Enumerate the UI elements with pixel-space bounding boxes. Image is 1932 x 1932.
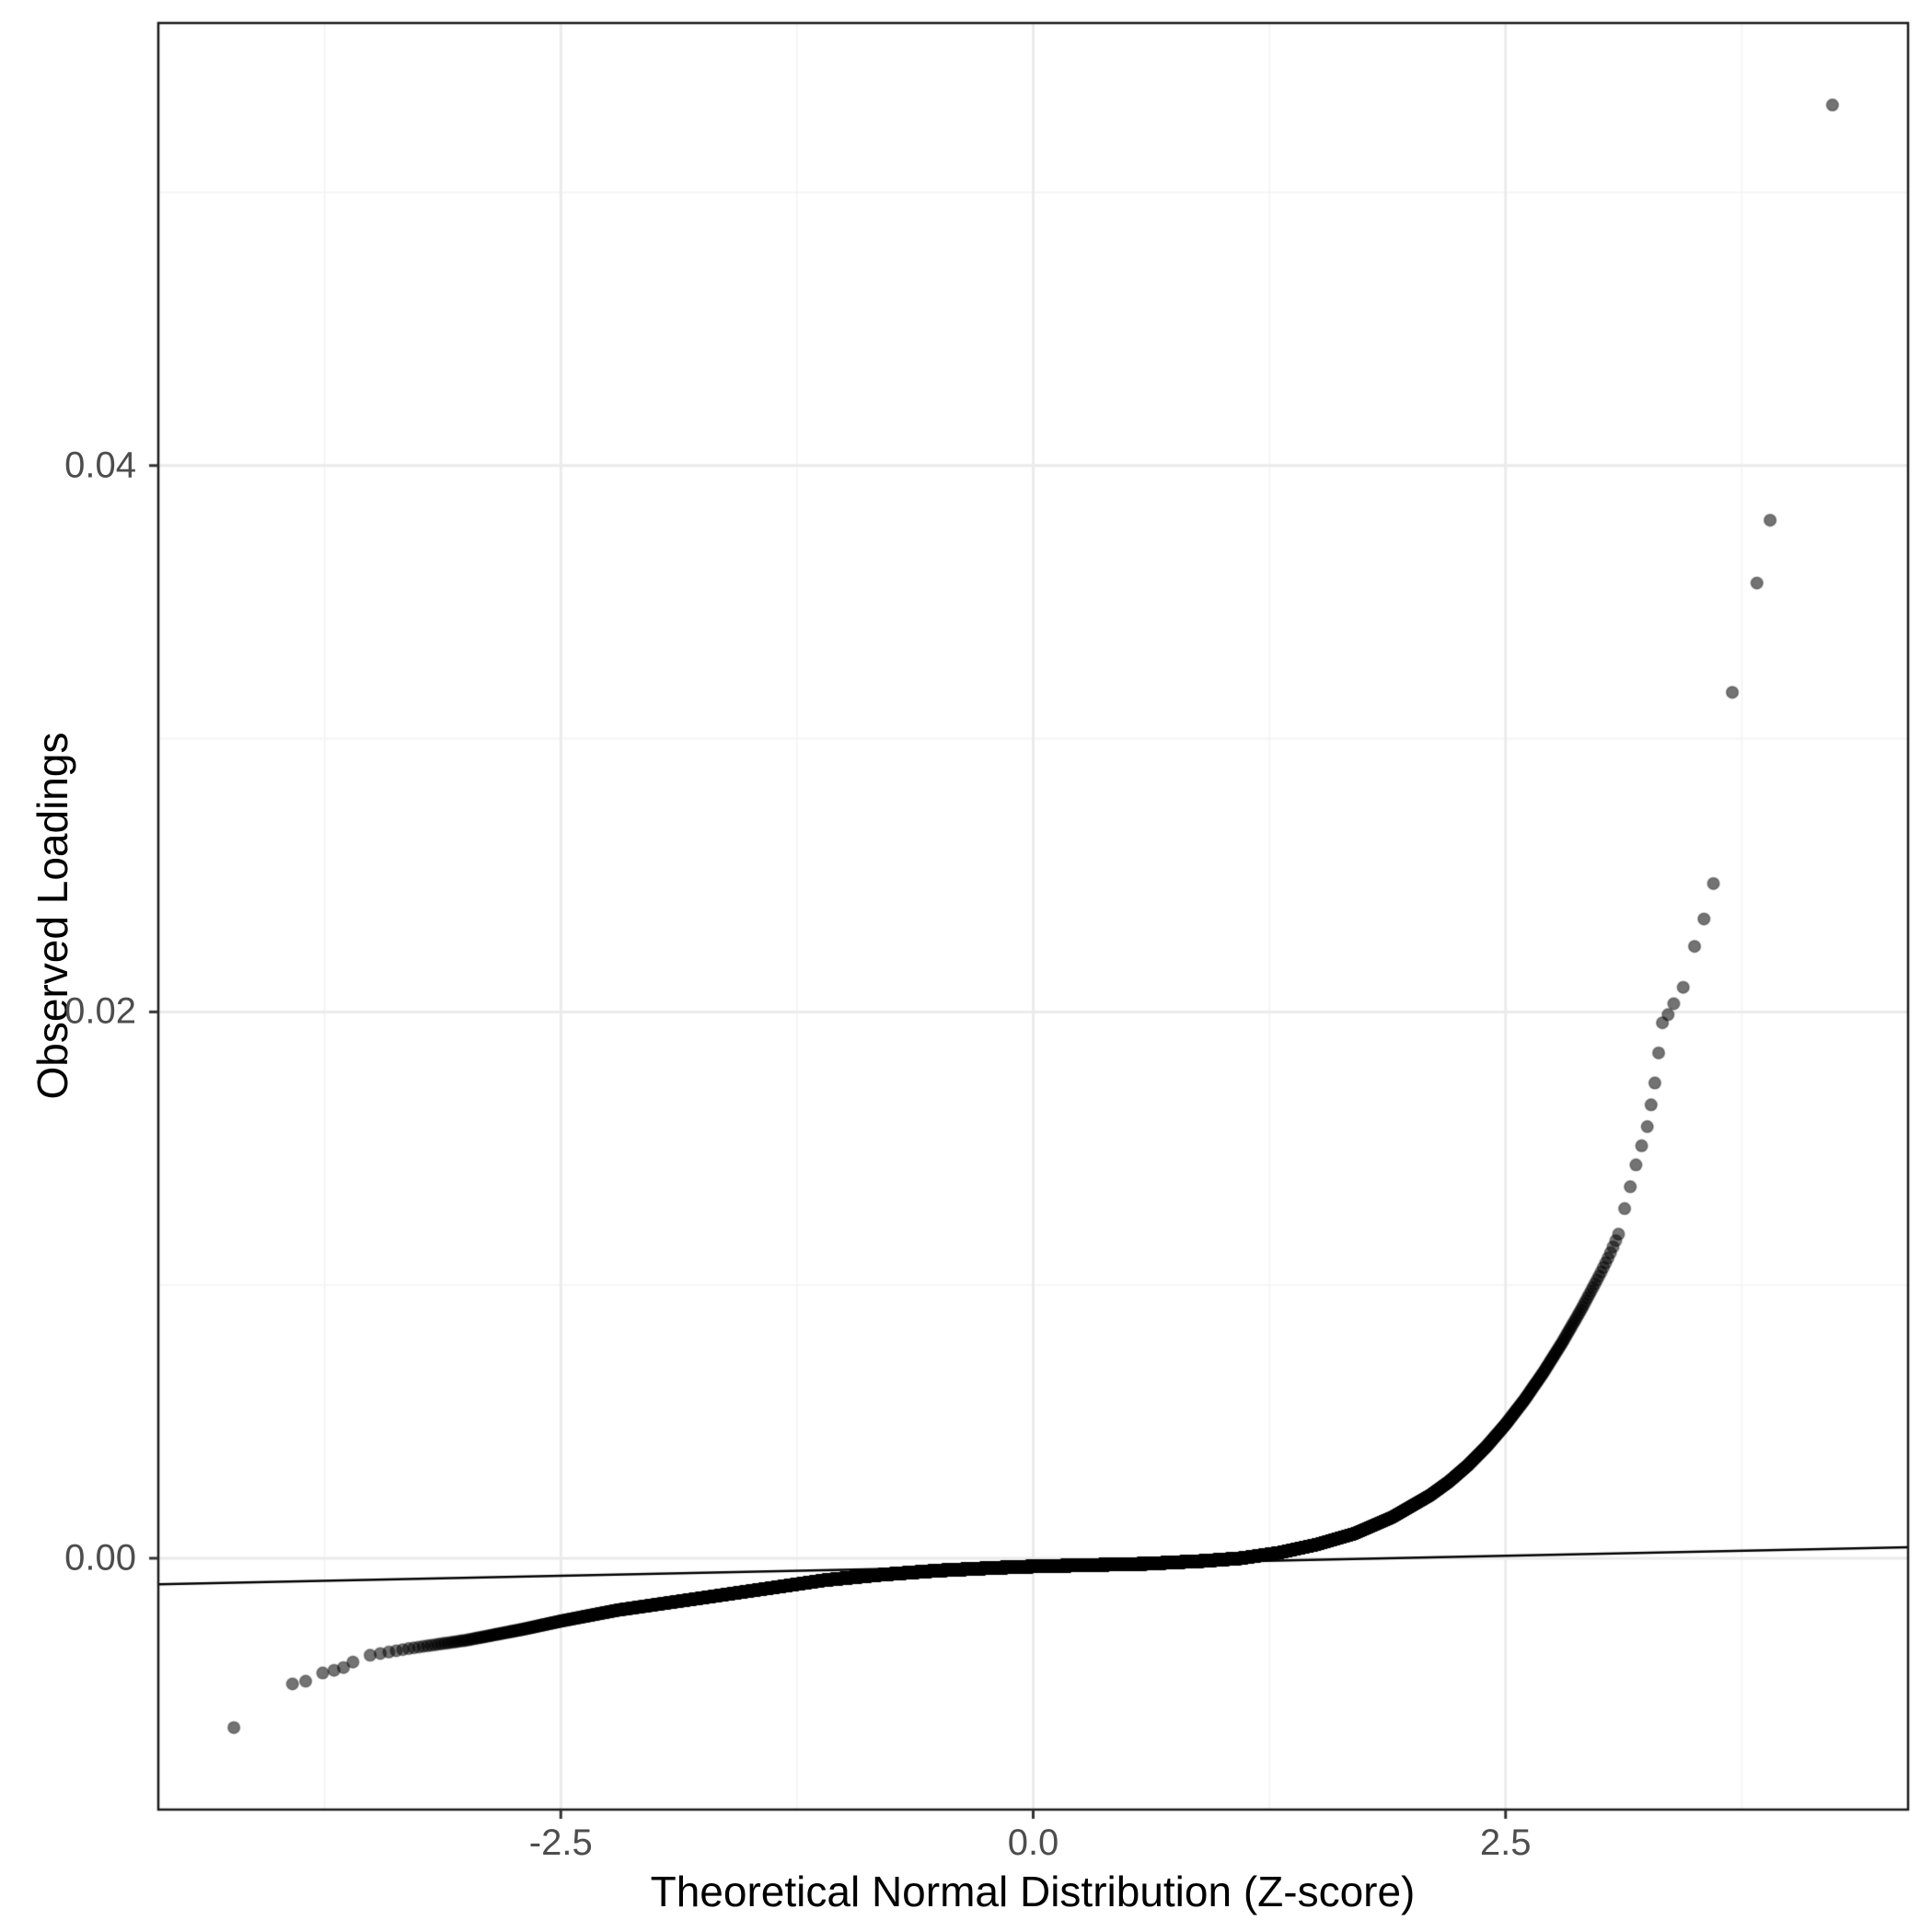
y-axis-title: Observed Loadings xyxy=(29,732,76,1100)
x-tick-label: 2.5 xyxy=(1479,1822,1532,1863)
y-tick-label: 0.04 xyxy=(64,445,136,486)
x-tick-label: 0.0 xyxy=(1007,1822,1059,1863)
x-tick-label: -2.5 xyxy=(528,1822,593,1863)
x-axis-title: Theoretical Normal Distribution (Z-score… xyxy=(650,1868,1416,1915)
y-tick-label: 0.02 xyxy=(64,990,136,1032)
y-tick-label: 0.00 xyxy=(64,1537,136,1579)
